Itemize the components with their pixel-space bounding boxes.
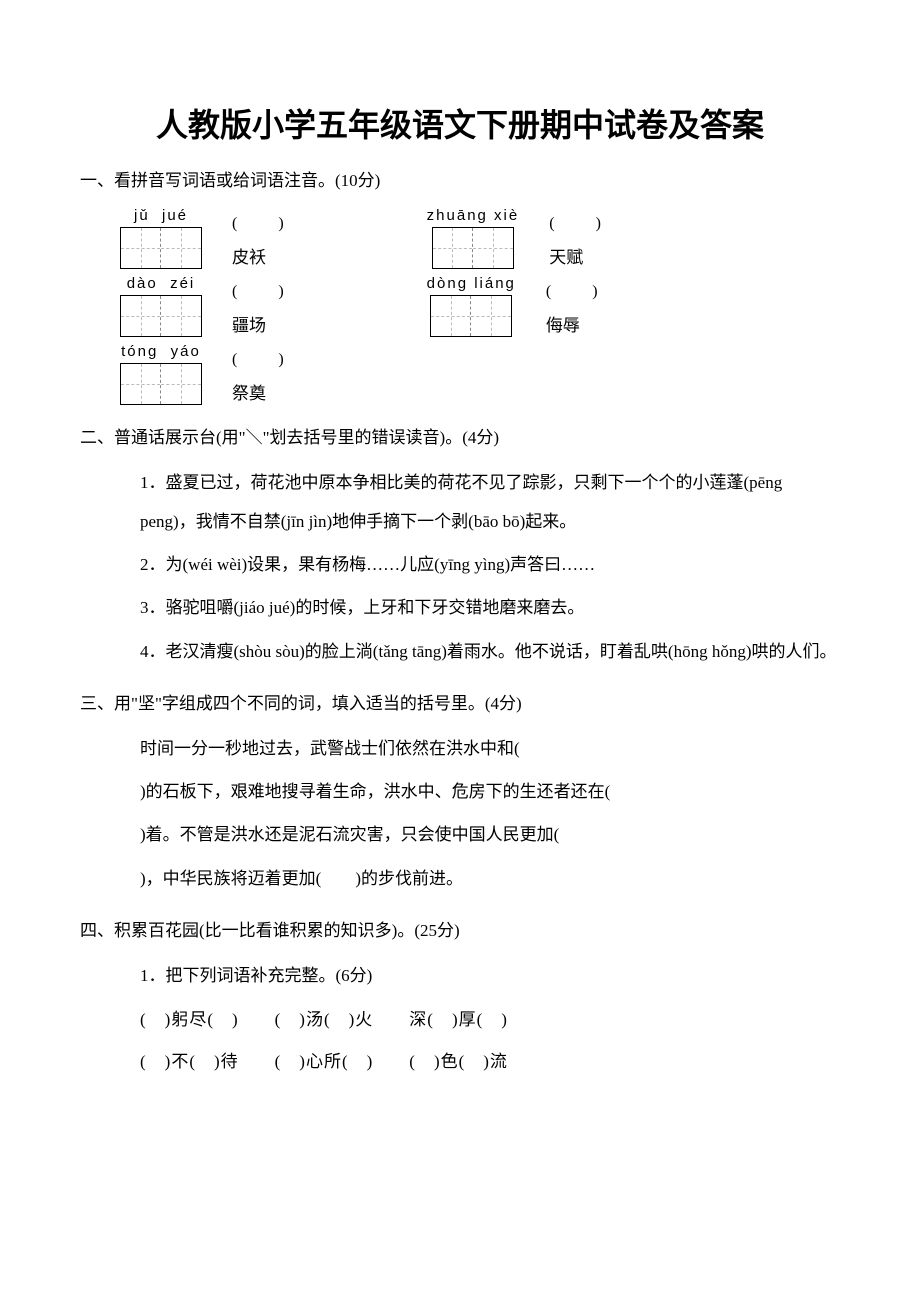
paren-block: ( ) 侮辱 <box>546 275 601 336</box>
page-title: 人教版小学五年级语文下册期中试卷及答案 <box>80 100 840 146</box>
pinyin-block: dào zéi <box>120 275 202 337</box>
section3-line: 时间一分一秒地过去，武警战士们依然在洪水中和( <box>140 729 840 768</box>
pinyin-group-left: dào zéi ( ) 疆场 <box>120 275 287 337</box>
pinyin-label: zhuāng xiè <box>427 207 520 224</box>
char-grid <box>432 227 514 269</box>
section3-body: 时间一分一秒地过去，武警战士们依然在洪水中和( )的石板下，艰难地搜寻着生命，洪… <box>140 729 840 897</box>
char-cell <box>121 296 161 336</box>
pinyin-block: dòng liáng <box>427 275 516 337</box>
word-text: 天赋 <box>549 243 583 268</box>
pinyin-group-right: zhuāng xiè ( ) 天赋 <box>427 207 604 269</box>
section4-sub: 1．把下列词语补充完整。(6分) <box>140 956 840 995</box>
pinyin-area: jǔ jué ( ) 皮袄 zhuāng xiè <box>80 207 840 405</box>
paren-text: ( ) <box>546 277 601 301</box>
section3-line: )着。不管是洪水还是泥石流灾害，只会使中国人民更加( <box>140 815 840 854</box>
section2-item: 4．老汉清瘦(shòu sòu)的脸上淌(tǎng tāng)着雨水。他不说话，… <box>140 632 840 671</box>
pinyin-label: dòng liáng <box>427 275 516 292</box>
word-text: 皮袄 <box>232 243 266 268</box>
section3-heading: 三、用"坚"字组成四个不同的词，填入适当的括号里。(4分) <box>80 689 840 720</box>
section1-heading: 一、看拼音写词语或给词语注音。(10分) <box>80 166 840 197</box>
char-cell <box>473 228 513 268</box>
section2-heading: 二、普通话展示台(用"＼"划去括号里的错误读音)。(4分) <box>80 423 840 454</box>
word-text: 侮辱 <box>546 311 580 336</box>
section2-item: 3．骆驼咀嚼(jiáo jué)的时候，上牙和下牙交错地磨来磨去。 <box>140 588 840 627</box>
word-text: 祭奠 <box>232 379 266 404</box>
paren-block: ( ) 祭奠 <box>232 343 287 404</box>
pinyin-row: tóng yáo ( ) 祭奠 <box>120 343 840 405</box>
char-grid <box>430 295 512 337</box>
paren-block: ( ) 皮袄 <box>232 207 287 268</box>
pinyin-group-right: dòng liáng ( ) 侮辱 <box>427 275 601 337</box>
pinyin-block: tóng yáo <box>120 343 202 405</box>
paren-text: ( ) <box>232 277 287 301</box>
section3-line: )的石板下，艰难地搜寻着生命，洪水中、危房下的生还者还在( <box>140 772 840 811</box>
char-cell <box>431 296 471 336</box>
char-cell <box>433 228 473 268</box>
section3-line: )，中华民族将迈着更加( )的步伐前进。 <box>140 859 840 898</box>
section4-row: ( )不( )待 ( )心所( ) ( )色( )流 <box>140 1043 840 1080</box>
char-cell <box>471 296 511 336</box>
char-cell <box>161 228 201 268</box>
pinyin-row: jǔ jué ( ) 皮袄 zhuāng xiè <box>120 207 840 269</box>
char-grid <box>120 295 202 337</box>
paren-text: ( ) <box>549 209 604 233</box>
pinyin-group-left: jǔ jué ( ) 皮袄 <box>120 207 287 269</box>
paren-block: ( ) 天赋 <box>549 207 604 268</box>
word-text: 疆场 <box>232 311 266 336</box>
section2-item: 1．盛夏已过，荷花池中原本争相比美的荷花不见了踪影，只剩下一个个的小莲蓬(pēn… <box>140 463 840 541</box>
pinyin-group-left: tóng yáo ( ) 祭奠 <box>120 343 287 405</box>
paren-block: ( ) 疆场 <box>232 275 287 336</box>
section2-item: 2．为(wéi wèi)设果，果有杨梅……儿应(yīng yìng)声答曰…… <box>140 545 840 584</box>
section2-list: 1．盛夏已过，荷花池中原本争相比美的荷花不见了踪影，只剩下一个个的小莲蓬(pēn… <box>140 463 840 670</box>
section4-heading: 四、积累百花园(比一比看谁积累的知识多)。(25分) <box>80 916 840 947</box>
section4-row: ( )躬尽( ) ( )汤( )火 深( )厚( ) <box>140 1001 840 1038</box>
paren-text: ( ) <box>232 345 287 369</box>
char-grid <box>120 227 202 269</box>
pinyin-label: tóng yáo <box>121 343 201 360</box>
char-cell <box>161 364 201 404</box>
pinyin-block: zhuāng xiè <box>427 207 520 269</box>
pinyin-label: dào zéi <box>127 275 196 292</box>
char-cell <box>161 296 201 336</box>
pinyin-row: dào zéi ( ) 疆场 dòng liáng <box>120 275 840 337</box>
paren-text: ( ) <box>232 209 287 233</box>
char-cell <box>121 364 161 404</box>
char-cell <box>121 228 161 268</box>
pinyin-label: jǔ jué <box>134 207 188 224</box>
char-grid <box>120 363 202 405</box>
pinyin-block: jǔ jué <box>120 207 202 269</box>
